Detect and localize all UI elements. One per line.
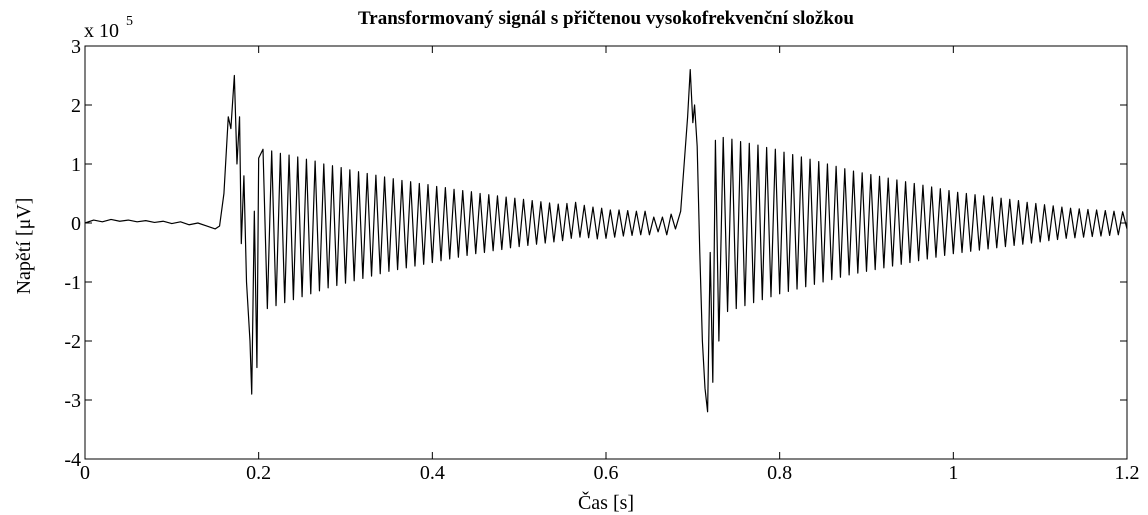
- y-tick-label: -4: [64, 449, 81, 471]
- plot-frame: [84, 45, 1128, 460]
- y-multiplier: x 10: [84, 20, 119, 42]
- y-exponent: 5: [126, 14, 133, 29]
- x-tick-label: 0.6: [594, 462, 619, 484]
- y-tick-label: -3: [64, 390, 81, 412]
- x-tick-label: 0.8: [767, 462, 792, 484]
- x-tick-label: 0.2: [246, 462, 271, 484]
- y-tick-label: 1: [71, 154, 81, 176]
- x-tick-label: 0.4: [420, 462, 445, 484]
- signal-line: [84, 69, 1128, 413]
- y-tick-label: 2: [71, 95, 81, 117]
- x-tick-label: 0: [80, 462, 90, 484]
- y-tick-label: -2: [64, 331, 81, 353]
- y-tick-label: 0: [71, 213, 81, 235]
- x-tick-label: 1: [948, 462, 958, 484]
- x-tick-label: 1.2: [1115, 462, 1140, 484]
- y-axis-label: Napětí [μV]: [13, 198, 35, 295]
- y-tick-label: -1: [64, 272, 81, 294]
- y-tick-label: 3: [71, 36, 81, 58]
- x-axis-label: Čas [s]: [578, 490, 634, 514]
- chart-title: Transformovaný signál s přičtenou vysoko…: [358, 8, 854, 29]
